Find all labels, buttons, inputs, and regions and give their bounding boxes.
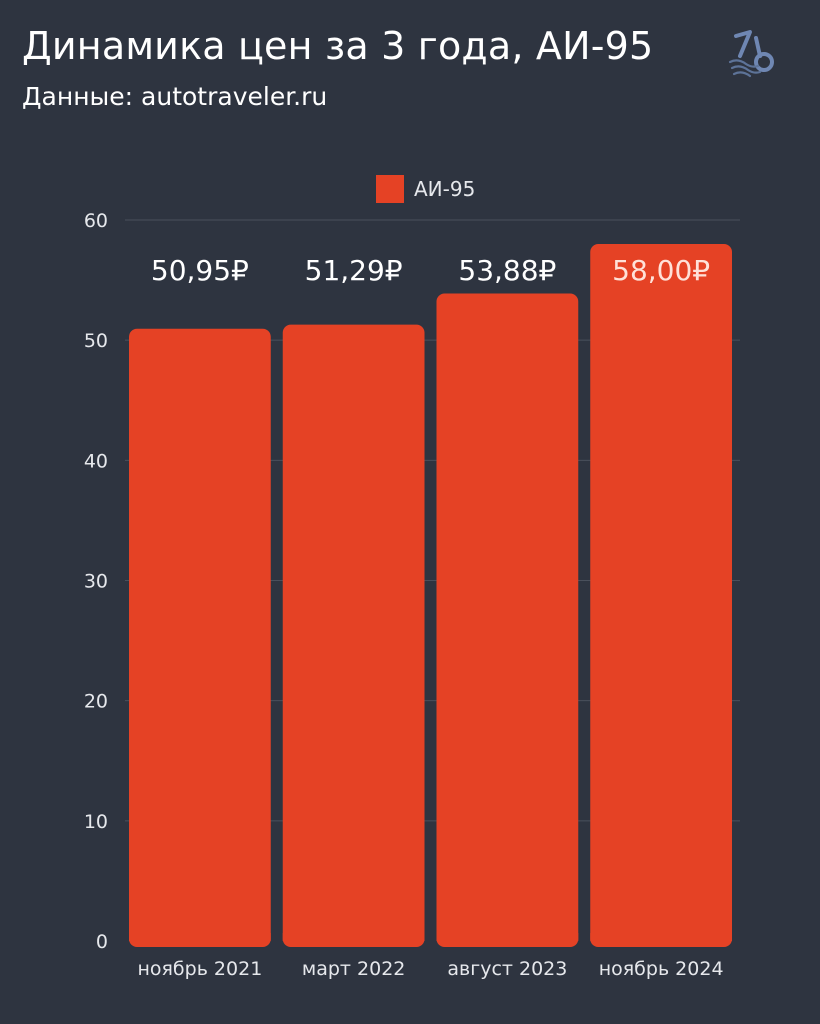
data-label: 53,88₽ [458,254,556,287]
data-label: 51,29₽ [305,254,403,287]
chart-title: Динамика цен за 3 года, АИ-95 [22,24,654,68]
y-tick-label: 40 [84,450,108,472]
lb-wave-logo-icon [728,30,774,78]
x-tick-label: ноябрь 2021 [137,958,262,980]
bar [590,244,732,948]
y-tick-label: 10 [84,811,108,833]
x-tick-label: ноябрь 2024 [599,958,724,980]
legend-label: АИ-95 [414,177,475,201]
x-tick-label: март 2022 [302,958,406,980]
chart-subtitle: Данные: autotraveler.ru [22,82,328,111]
legend-swatch [376,175,404,203]
y-tick-label: 60 [84,210,108,232]
bar [436,293,579,947]
y-tick-label: 20 [84,691,108,713]
bar-base [590,933,732,941]
bar [129,328,271,947]
bar-base [129,933,271,941]
data-label: 50,95₽ [151,254,249,287]
data-label: 58,00₽ [612,254,710,287]
y-tick-label: 30 [84,571,108,593]
y-tick-label: 50 [84,330,108,352]
bar-base [436,933,579,941]
y-tick-label: 0 [96,931,108,953]
bar [282,324,425,947]
x-tick-label: август 2023 [447,958,567,980]
bar-base [282,933,425,941]
